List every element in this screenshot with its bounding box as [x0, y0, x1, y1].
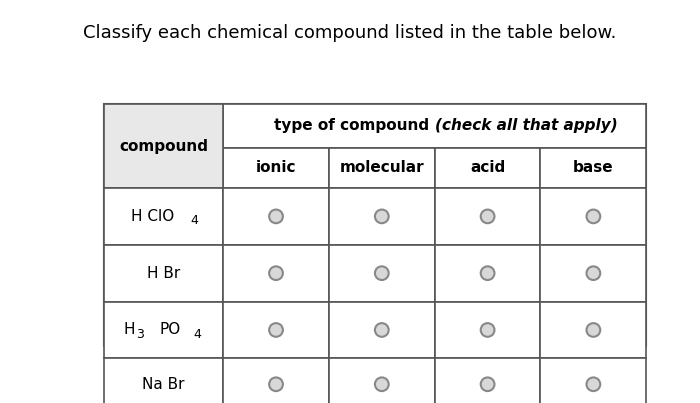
Ellipse shape [587, 266, 601, 280]
FancyBboxPatch shape [435, 188, 540, 245]
FancyBboxPatch shape [540, 188, 646, 245]
Ellipse shape [375, 210, 389, 223]
Text: Classify each chemical compound listed in the table below.: Classify each chemical compound listed i… [83, 24, 617, 42]
FancyBboxPatch shape [104, 104, 646, 346]
Ellipse shape [269, 266, 283, 280]
Ellipse shape [269, 378, 283, 391]
FancyBboxPatch shape [329, 188, 435, 245]
FancyBboxPatch shape [435, 358, 540, 403]
Text: H ClO: H ClO [131, 209, 174, 224]
FancyBboxPatch shape [223, 245, 329, 301]
FancyBboxPatch shape [329, 301, 435, 358]
FancyBboxPatch shape [435, 301, 540, 358]
Text: base: base [573, 160, 614, 175]
FancyBboxPatch shape [435, 245, 540, 301]
Ellipse shape [375, 323, 389, 337]
Ellipse shape [481, 210, 494, 223]
Text: type of compound: type of compound [274, 118, 435, 133]
Ellipse shape [587, 323, 601, 337]
FancyBboxPatch shape [104, 358, 223, 403]
Text: compound: compound [119, 139, 208, 154]
FancyBboxPatch shape [104, 104, 223, 188]
FancyBboxPatch shape [540, 245, 646, 301]
Text: Na Br: Na Br [142, 377, 185, 392]
FancyBboxPatch shape [104, 301, 223, 358]
FancyBboxPatch shape [223, 104, 646, 147]
Ellipse shape [375, 266, 389, 280]
FancyBboxPatch shape [329, 245, 435, 301]
FancyBboxPatch shape [104, 245, 223, 301]
FancyBboxPatch shape [223, 147, 329, 188]
Text: H Br: H Br [147, 266, 180, 280]
Ellipse shape [481, 323, 494, 337]
FancyBboxPatch shape [223, 358, 329, 403]
Ellipse shape [587, 210, 601, 223]
Text: ionic: ionic [256, 160, 296, 175]
FancyBboxPatch shape [329, 147, 435, 188]
Ellipse shape [375, 378, 389, 391]
Text: 3: 3 [136, 328, 144, 341]
FancyBboxPatch shape [540, 147, 646, 188]
Ellipse shape [269, 323, 283, 337]
Ellipse shape [481, 378, 494, 391]
Text: molecular: molecular [340, 160, 424, 175]
FancyBboxPatch shape [104, 188, 223, 245]
FancyBboxPatch shape [540, 301, 646, 358]
Text: acid: acid [470, 160, 505, 175]
Ellipse shape [481, 266, 494, 280]
Text: 4: 4 [194, 328, 202, 341]
Text: (check all that apply): (check all that apply) [435, 118, 617, 133]
FancyBboxPatch shape [329, 358, 435, 403]
Text: H: H [123, 322, 135, 337]
Text: PO: PO [160, 322, 181, 337]
Text: 4: 4 [190, 214, 198, 227]
FancyBboxPatch shape [104, 104, 223, 346]
Ellipse shape [269, 210, 283, 223]
FancyBboxPatch shape [540, 358, 646, 403]
FancyBboxPatch shape [435, 147, 540, 188]
Ellipse shape [587, 378, 601, 391]
FancyBboxPatch shape [223, 301, 329, 358]
FancyBboxPatch shape [223, 188, 329, 245]
